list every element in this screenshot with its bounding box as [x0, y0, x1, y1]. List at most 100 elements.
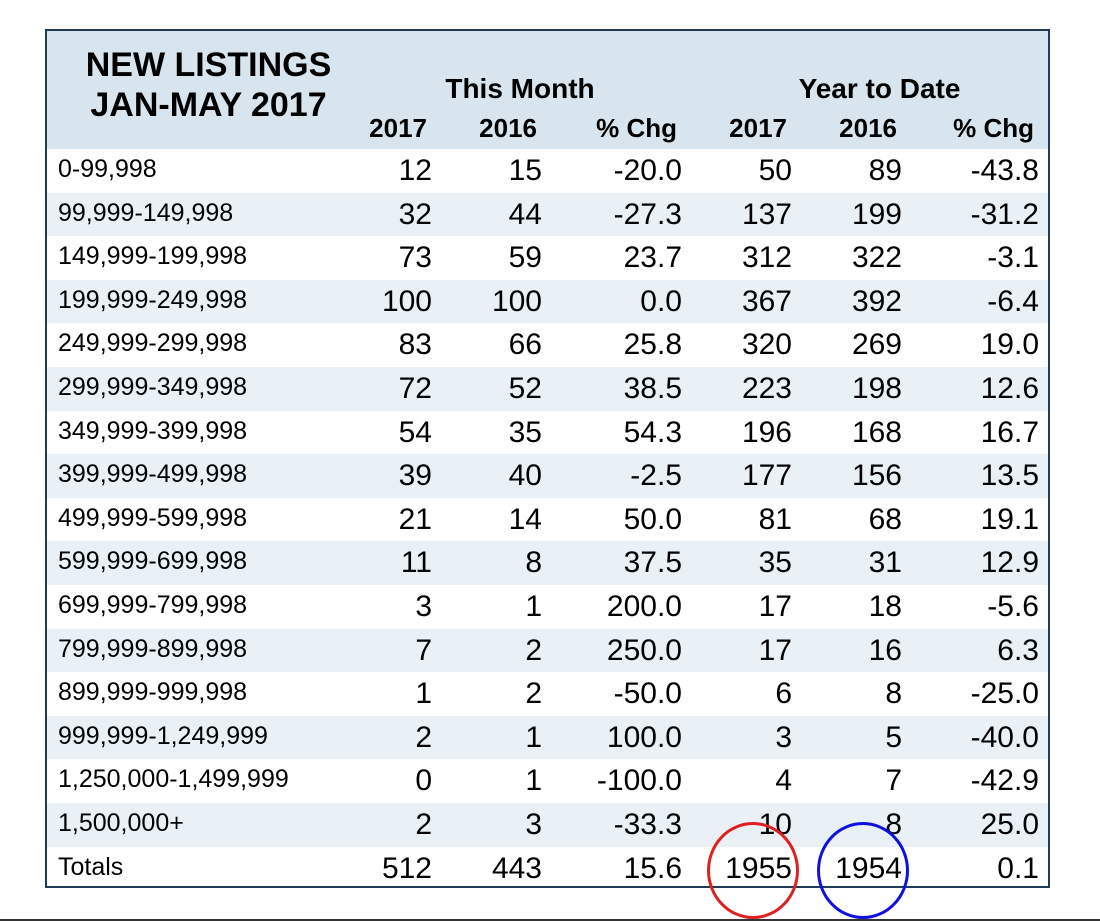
row-label: 0-99,998	[58, 155, 157, 183]
row-label: 1,500,000+	[58, 809, 184, 837]
row-label: 249,999-299,998	[58, 329, 248, 358]
table-row: 1,250,000-1,499,999 0 1 -100.0 4 7 -42.9	[47, 759, 1048, 803]
cell-tm-2016: 1	[525, 590, 542, 623]
cell-ytd-2016: 8	[885, 677, 902, 711]
red-highlight-circle	[707, 822, 799, 919]
row-label: Totals	[58, 852, 124, 881]
row-label: 349,999-399,998	[58, 416, 248, 445]
cell-ytd-chg: 0.1	[997, 851, 1039, 885]
table-title-line2: JAN-MAY 2017	[90, 86, 327, 124]
cell-ytd-chg: -43.8	[970, 154, 1039, 187]
cell-tm-2016: 2	[525, 677, 542, 711]
cell-tm-chg: 37.5	[623, 546, 682, 580]
cell-tm-2016: 40	[508, 459, 542, 493]
blue-highlight-circle	[817, 822, 909, 919]
cell-ytd-2017: 177	[741, 459, 792, 493]
table-row: 0-99,998 12 15 -20.0 50 89 -43.8	[47, 149, 1048, 193]
row-label: 899,999-999,998	[58, 678, 248, 707]
colhead-ytd-2016: 2016	[839, 113, 897, 143]
cell-ytd-2017: 17	[758, 590, 792, 623]
cell-tm-chg: 15.6	[623, 851, 682, 885]
cell-tm-2017: 54	[398, 415, 432, 449]
cell-tm-2017: 39	[398, 459, 432, 493]
cell-tm-2016: 44	[508, 197, 542, 231]
cell-ytd-2017: 312	[741, 241, 792, 275]
cell-ytd-2017: 320	[741, 328, 792, 362]
cell-ytd-2016: 199	[851, 197, 902, 231]
table-row: 1,500,000+ 2 3 -33.3 10 8 25.0	[47, 803, 1048, 847]
cell-ytd-chg: -31.2	[970, 197, 1039, 231]
cell-tm-2016: 59	[508, 241, 542, 275]
cell-ytd-2016: 89	[868, 154, 902, 187]
row-label: 699,999-799,998	[58, 591, 248, 619]
cell-tm-chg: 25.8	[623, 328, 682, 362]
cell-tm-2017: 32	[398, 197, 432, 231]
cell-ytd-2016: 269	[851, 328, 902, 362]
cell-ytd-2017: 196	[741, 415, 792, 449]
cell-ytd-chg: -42.9	[970, 764, 1039, 798]
cell-ytd-2016: 392	[851, 284, 902, 318]
cell-tm-2016: 14	[508, 502, 542, 536]
cell-tm-chg: 54.3	[623, 415, 682, 449]
cell-tm-2017: 12	[398, 154, 432, 187]
cell-ytd-chg: 6.3	[997, 633, 1039, 667]
cell-tm-2017: 1	[415, 677, 432, 711]
row-label: 499,999-599,998	[58, 503, 248, 532]
cell-tm-chg: 23.7	[623, 241, 682, 275]
cell-tm-chg: -27.3	[613, 197, 682, 231]
cell-ytd-2017: 6	[775, 677, 792, 711]
cell-tm-2017: 83	[398, 328, 432, 362]
row-label: 199,999-249,998	[58, 285, 248, 314]
cell-tm-chg: -50.0	[613, 677, 682, 711]
cell-tm-2016: 52	[508, 372, 542, 405]
cell-tm-chg: -2.5	[630, 459, 682, 493]
cell-tm-chg: 100.0	[606, 720, 682, 754]
cell-tm-chg: -33.3	[613, 808, 682, 841]
cell-ytd-2016: 156	[851, 459, 902, 493]
row-label: 999,999-1,249,999	[58, 721, 268, 750]
cell-tm-2017: 73	[398, 241, 432, 275]
table-row: 199,999-249,998 100 100 0.0 367 392 -6.4	[47, 279, 1048, 324]
table-row: 249,999-299,998 83 66 25.8 320 269 19.0	[47, 323, 1048, 367]
cell-ytd-chg: -25.0	[970, 677, 1039, 711]
cell-ytd-2016: 5	[885, 720, 902, 754]
cell-ytd-2017: 35	[758, 546, 792, 580]
cell-tm-2016: 15	[508, 154, 542, 187]
cell-ytd-2016: 322	[851, 241, 902, 275]
cell-tm-2017: 72	[398, 372, 432, 405]
cell-ytd-chg: -5.6	[987, 590, 1039, 623]
cell-ytd-2016: 198	[851, 372, 902, 405]
cell-ytd-chg: -40.0	[970, 720, 1039, 754]
row-label: 399,999-499,998	[58, 460, 248, 489]
cell-tm-chg: 50.0	[623, 502, 682, 536]
row-label: 99,999-149,998	[58, 198, 234, 227]
cell-tm-2017: 11	[400, 546, 432, 580]
cell-ytd-2017: 367	[741, 284, 792, 318]
cell-tm-2017: 7	[415, 633, 432, 667]
cell-ytd-2017: 50	[758, 154, 792, 187]
table-row: 499,999-599,998 21 14 50.0 81 68 19.1	[47, 498, 1048, 542]
table-row: 399,999-499,998 39 40 -2.5 177 156 13.5	[47, 454, 1048, 498]
cell-tm-2017: 3	[415, 590, 432, 623]
cell-ytd-chg: -3.1	[987, 241, 1039, 275]
cell-tm-2016: 66	[508, 328, 542, 362]
row-label: 799,999-899,998	[58, 634, 248, 663]
colhead-tm-2016: 2016	[479, 113, 537, 143]
group-year-to-date: Year to Date	[798, 73, 961, 104]
cell-ytd-2017: 223	[741, 372, 792, 405]
row-label: 299,999-349,998	[58, 373, 248, 401]
cell-ytd-chg: 19.0	[980, 328, 1039, 362]
cell-ytd-2016: 18	[868, 590, 902, 623]
cell-ytd-2017: 81	[758, 502, 792, 536]
cell-ytd-chg: 19.1	[980, 502, 1039, 536]
table-row: 99,999-149,998 32 44 -27.3 137 199 -31.2	[47, 192, 1048, 237]
table-title-line1: NEW LISTINGS	[85, 46, 332, 84]
cell-tm-chg: 0.0	[640, 284, 682, 318]
cell-tm-2017: 0	[415, 764, 432, 798]
page-divider	[0, 919, 1100, 921]
cell-tm-2016: 100	[491, 284, 542, 318]
cell-ytd-chg: 16.7	[980, 415, 1039, 449]
cell-ytd-2017: 3	[775, 720, 792, 754]
table-row: 999,999-1,249,999 2 1 100.0 3 5 -40.0	[47, 715, 1048, 760]
row-label: 149,999-199,998	[58, 242, 248, 271]
